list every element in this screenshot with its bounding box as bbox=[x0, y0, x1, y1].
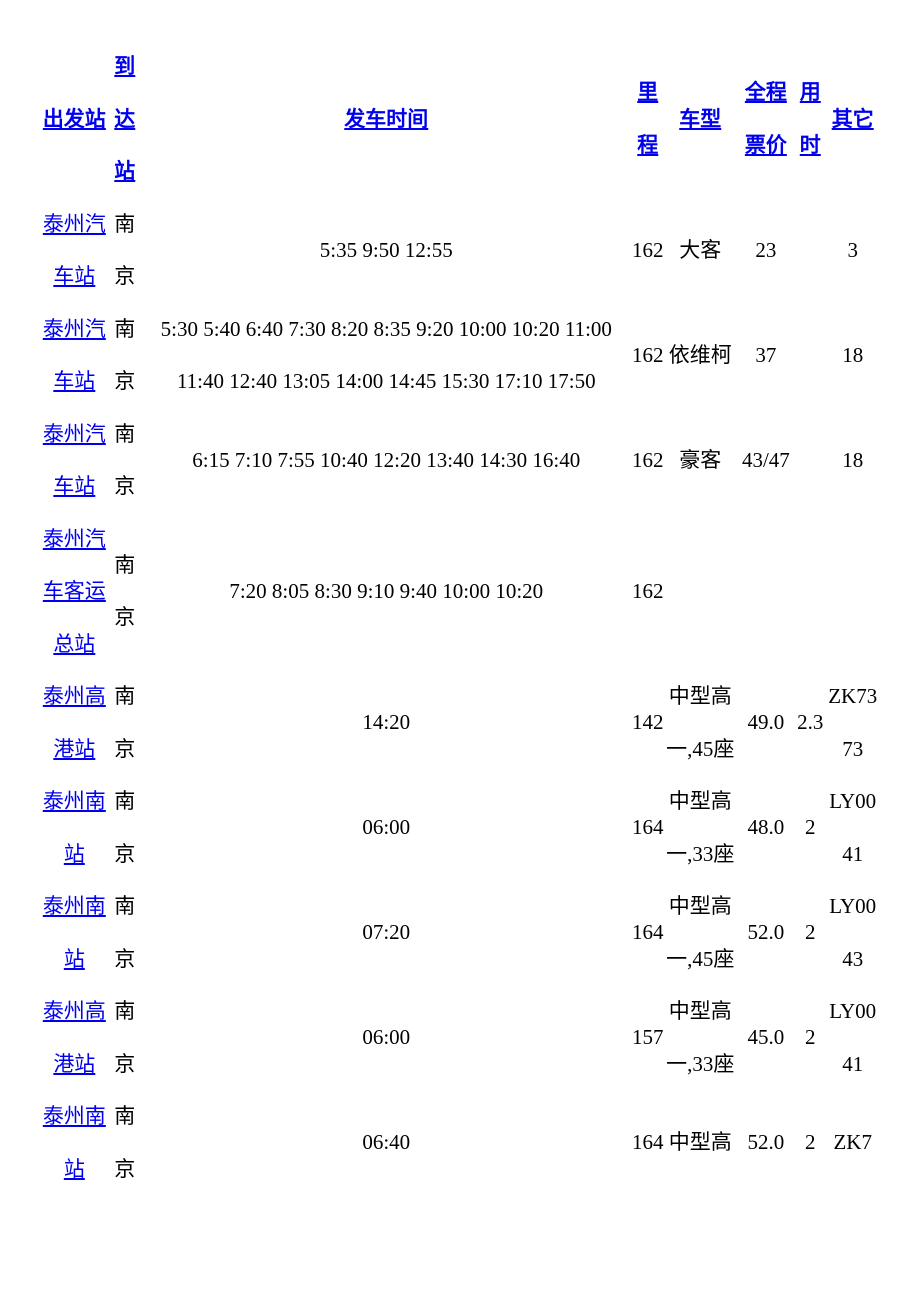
distance-cell: 164 bbox=[632, 775, 664, 880]
table-row: 泰州汽车客运总站南京7:20 8:05 8:30 9:10 9:40 10:00… bbox=[40, 513, 880, 671]
distance-cell: 162 bbox=[632, 408, 664, 513]
dest-cell: 南京 bbox=[109, 408, 141, 513]
duration-cell: 2 bbox=[795, 880, 825, 985]
table-row: 泰州高港站南京14:20142中型高一,45座49.02.3ZK7373 bbox=[40, 670, 880, 775]
other-cell: LY0041 bbox=[825, 985, 880, 1090]
depart-station-link[interactable]: 泰州汽车站 bbox=[43, 317, 106, 394]
header-duration-link[interactable]: 用时 bbox=[800, 80, 821, 157]
depart-station-link[interactable]: 泰州高港站 bbox=[43, 999, 106, 1076]
distance-cell: 162 bbox=[632, 303, 664, 408]
duration-cell: 2 bbox=[795, 985, 825, 1090]
depart-station-link[interactable]: 泰州高港站 bbox=[43, 684, 106, 761]
price-cell: 52.0 bbox=[737, 1090, 796, 1195]
distance-cell: 162 bbox=[632, 198, 664, 303]
depart-station-link[interactable]: 泰州汽车站 bbox=[43, 212, 106, 289]
distance-cell: 157 bbox=[632, 985, 664, 1090]
price-cell: 43/47 bbox=[737, 408, 796, 513]
price-cell: 37 bbox=[737, 303, 796, 408]
distance-cell: 164 bbox=[632, 880, 664, 985]
price-cell: 52.0 bbox=[737, 880, 796, 985]
time-cell: 07:20 bbox=[141, 880, 632, 985]
depart-station-link[interactable]: 泰州汽车站 bbox=[43, 422, 106, 499]
dest-cell: 南京 bbox=[109, 198, 141, 303]
price-cell: 49.0 bbox=[737, 670, 796, 775]
depart-station-link[interactable]: 泰州南站 bbox=[43, 1104, 106, 1181]
duration-cell bbox=[795, 198, 825, 303]
dest-cell: 南京 bbox=[109, 513, 141, 671]
distance-cell: 142 bbox=[632, 670, 664, 775]
header-distance-link[interactable]: 里程 bbox=[637, 80, 658, 157]
time-cell: 7:20 8:05 8:30 9:10 9:40 10:00 10:20 bbox=[141, 513, 632, 671]
depart-station-link[interactable]: 泰州南站 bbox=[43, 789, 106, 866]
table-body: 泰州汽车站南京5:35 9:50 12:55162大客233泰州汽车站南京5:3… bbox=[40, 198, 880, 1196]
time-cell: 6:15 7:10 7:55 10:40 12:20 13:40 14:30 1… bbox=[141, 408, 632, 513]
bus-schedule-table: 出发站 到达站 发车时间 里程 车型 全程票价 用时 其它 泰州汽车站南京5:3… bbox=[40, 40, 880, 1195]
price-cell: 45.0 bbox=[737, 985, 796, 1090]
depart-station-link[interactable]: 泰州汽车客运总站 bbox=[43, 527, 106, 656]
table-row: 泰州汽车站南京6:15 7:10 7:55 10:40 12:20 13:40 … bbox=[40, 408, 880, 513]
table-header-row: 出发站 到达站 发车时间 里程 车型 全程票价 用时 其它 bbox=[40, 40, 880, 198]
time-cell: 5:30 5:40 6:40 7:30 8:20 8:35 9:20 10:00… bbox=[141, 303, 632, 408]
table-row: 泰州南站南京06:00164中型高一,33座48.02LY0041 bbox=[40, 775, 880, 880]
duration-cell: 2.3 bbox=[795, 670, 825, 775]
other-cell: LY0043 bbox=[825, 880, 880, 985]
other-cell: ZK7373 bbox=[825, 670, 880, 775]
depart-station-link[interactable]: 泰州南站 bbox=[43, 894, 106, 971]
type-cell: 依维柯 bbox=[664, 303, 737, 408]
duration-cell: 2 bbox=[795, 1090, 825, 1195]
other-cell: 18 bbox=[825, 303, 880, 408]
type-cell: 豪客 bbox=[664, 408, 737, 513]
price-cell: 23 bbox=[737, 198, 796, 303]
table-row: 泰州南站南京07:20164中型高一,45座52.02LY0043 bbox=[40, 880, 880, 985]
other-cell: ZK7 bbox=[825, 1090, 880, 1195]
table-row: 泰州汽车站南京5:35 9:50 12:55162大客23 3 bbox=[40, 198, 880, 303]
duration-cell bbox=[795, 303, 825, 408]
price-cell: 48.0 bbox=[737, 775, 796, 880]
header-dest-link[interactable]: 到达站 bbox=[114, 54, 135, 183]
time-cell: 5:35 9:50 12:55 bbox=[141, 198, 632, 303]
other-cell: 18 bbox=[825, 408, 880, 513]
time-cell: 06:00 bbox=[141, 985, 632, 1090]
other-cell: LY0041 bbox=[825, 775, 880, 880]
other-cell bbox=[825, 513, 880, 671]
time-cell: 06:00 bbox=[141, 775, 632, 880]
header-time-link[interactable]: 发车时间 bbox=[344, 107, 428, 131]
dest-cell: 南京 bbox=[109, 670, 141, 775]
type-cell: 中型高一,33座 bbox=[664, 985, 737, 1090]
type-cell: 中型高一,45座 bbox=[664, 880, 737, 985]
type-cell bbox=[664, 513, 737, 671]
header-other-link[interactable]: 其它 bbox=[832, 107, 874, 131]
table-row: 泰州高港站南京06:00157中型高一,33座45.02LY0041 bbox=[40, 985, 880, 1090]
header-type-link[interactable]: 车型 bbox=[679, 107, 721, 131]
duration-cell bbox=[795, 408, 825, 513]
dest-cell: 南京 bbox=[109, 880, 141, 985]
type-cell: 中型高一,45座 bbox=[664, 670, 737, 775]
other-cell: 3 bbox=[825, 198, 880, 303]
price-cell bbox=[737, 513, 796, 671]
header-depart-link[interactable]: 出发站 bbox=[43, 107, 106, 131]
duration-cell bbox=[795, 513, 825, 671]
dest-cell: 南京 bbox=[109, 775, 141, 880]
distance-cell: 164 bbox=[632, 1090, 664, 1195]
table-row: 泰州汽车站南京5:30 5:40 6:40 7:30 8:20 8:35 9:2… bbox=[40, 303, 880, 408]
type-cell: 大客 bbox=[664, 198, 737, 303]
type-cell: 中型高一,33座 bbox=[664, 775, 737, 880]
time-cell: 14:20 bbox=[141, 670, 632, 775]
time-cell: 06:40 bbox=[141, 1090, 632, 1195]
dest-cell: 南京 bbox=[109, 1090, 141, 1195]
header-price-link[interactable]: 全程票价 bbox=[745, 80, 787, 157]
dest-cell: 南京 bbox=[109, 985, 141, 1090]
type-cell: 中型高 bbox=[664, 1090, 737, 1195]
distance-cell: 162 bbox=[632, 513, 664, 671]
duration-cell: 2 bbox=[795, 775, 825, 880]
dest-cell: 南京 bbox=[109, 303, 141, 408]
table-row: 泰州南站南京06:40164中型高52.02ZK7 bbox=[40, 1090, 880, 1195]
